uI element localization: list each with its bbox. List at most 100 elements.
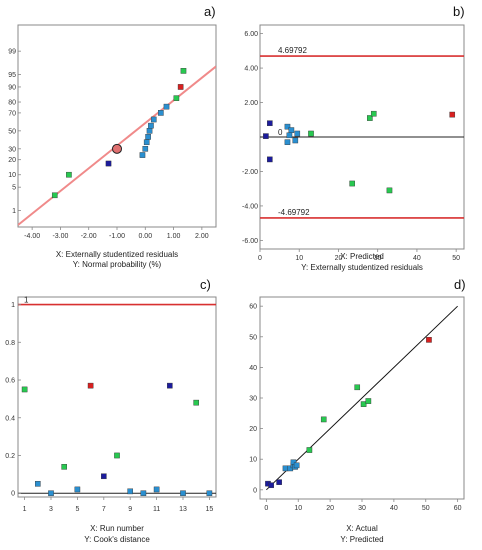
panel-b-point	[263, 133, 269, 139]
panel-a-xtick-label: -1.00	[109, 233, 125, 240]
panel-b-xtick-label: 30	[374, 255, 382, 262]
panel-b-ytick-label: 4.00	[244, 66, 258, 73]
panel-a-point	[66, 171, 72, 178]
panel-d-point	[282, 465, 289, 472]
panel-d-xtick-label: 20	[326, 505, 334, 512]
panel-c-point	[87, 382, 94, 389]
panel-b-ytick-label: -4.00	[242, 203, 258, 210]
panel-c-xtick-label: 11	[153, 506, 160, 513]
panel-a-point	[148, 122, 154, 129]
panel-b-xtick-label: 20	[335, 255, 343, 262]
panel-d-point	[293, 462, 300, 469]
panel-b-ylabel: Y: Externally studentized residuals	[301, 263, 423, 272]
panel-d-ylabel: Y: Predicted	[340, 535, 383, 544]
panel-b-zero-label: 0	[278, 128, 283, 137]
panel-c-ytick-label: 0.6	[5, 378, 15, 385]
panel-a-xtick-label: -4.00	[24, 233, 40, 240]
panel-b-point	[286, 132, 293, 139]
panel-c-point	[61, 464, 67, 470]
panel-b-point	[267, 156, 273, 163]
panel-d-xlabel: X: Actual	[346, 524, 378, 533]
panel-d-label: d)	[454, 277, 466, 292]
panel-b-xlabel: X: Predicted	[340, 252, 384, 261]
panel-b-xtick-label: 0	[258, 255, 262, 262]
panel-a-point	[105, 160, 112, 167]
panel-c-frame	[17, 296, 217, 498]
panel-c-xtick-label: 7	[102, 506, 106, 513]
panel-d-predicted-vs-actual: d) X: Actual Y: Predicted 0 10 20 30 40 50 60 0…	[249, 277, 465, 544]
panel-c-point	[127, 488, 133, 495]
panel-b-point	[386, 187, 393, 194]
panel-c-point	[114, 452, 120, 459]
panel-d-ytick-label: 50	[249, 334, 257, 341]
panel-a-xtick-label: 2.00	[195, 233, 209, 240]
panel-c-ytick-label: 0.4	[5, 415, 15, 422]
panel-c-xtick-label: 9	[128, 506, 132, 513]
panel-b-xtick-label: 10	[295, 255, 303, 262]
panel-a-ytick-label: 90	[8, 84, 16, 91]
panel-d-ytick-label: 10	[249, 457, 257, 464]
panel-a-ytick-label: 20	[8, 157, 16, 164]
panel-c-point	[140, 490, 147, 497]
panel-b-point	[288, 127, 295, 133]
panel-a-xtick-label: 1.00	[167, 233, 181, 240]
panel-c-point	[180, 490, 186, 497]
panel-a-xlabel: X: Externally studentized residuals	[56, 250, 178, 259]
panel-a-ytick-label: 10	[8, 172, 16, 179]
panel-c-xtick-label: 3	[49, 506, 53, 513]
panel-d-point	[360, 401, 367, 407]
panel-d-ytick-label: 30	[249, 396, 257, 403]
panel-d-identity-line	[266, 305, 458, 491]
panel-b-point	[284, 123, 291, 130]
panel-a-ytick-label: 99	[8, 49, 16, 56]
panel-a-point	[177, 84, 184, 90]
panel-a-ytick-label: 1	[12, 208, 16, 215]
panel-a-ytick-label: 70	[8, 110, 16, 117]
panel-b-point	[294, 130, 301, 137]
panel-d-xtick-label: 50	[422, 505, 430, 512]
panel-c-ytick-label: 0.2	[5, 453, 15, 460]
panel-d-xtick-label: 30	[358, 505, 366, 512]
panel-c-point	[48, 490, 54, 497]
panel-b-point	[284, 139, 291, 145]
panel-b-limit-label: 4.69792	[278, 46, 307, 55]
panel-a-point	[146, 128, 153, 134]
panel-c-limit-label: 1	[24, 296, 29, 305]
panel-c-point	[100, 473, 107, 480]
panel-c-point	[74, 486, 81, 493]
panel-d-xtick-label: 60	[454, 505, 462, 512]
panel-b-point	[267, 120, 273, 127]
panel-a-point	[143, 139, 150, 146]
panel-c-point	[193, 399, 200, 406]
panel-a-highlighted-point	[112, 143, 122, 154]
panel-b-limit-label: -4.69792	[278, 208, 310, 217]
panel-c-ytick-label: 1	[11, 302, 15, 309]
panel-d-ytick-label: 60	[249, 304, 257, 311]
panel-b-point	[449, 111, 456, 118]
panel-c-xtick-label: 5	[75, 506, 79, 513]
panel-c-ytick-label: 0	[11, 491, 15, 498]
panel-a-point	[158, 110, 164, 116]
panel-c-xlabel: X: Run number	[90, 524, 144, 533]
panel-c-point	[21, 386, 28, 393]
panel-c-point	[206, 490, 213, 497]
panel-d-point	[320, 416, 327, 423]
panel-b-point	[367, 115, 373, 121]
panel-b-label: b)	[453, 4, 465, 19]
panel-c-point	[153, 486, 160, 493]
panel-b-ytick-label: -2.00	[242, 169, 258, 176]
panel-d-xtick-label: 0	[264, 505, 268, 512]
panel-c-ylabel: Y: Cook's distance	[84, 535, 150, 544]
panel-b-xtick-label: 50	[452, 255, 460, 262]
panel-a-point	[142, 146, 149, 152]
panel-d-point	[354, 384, 361, 391]
panel-c-point	[35, 480, 41, 487]
panel-a-point	[180, 68, 187, 74]
panel-b-point	[308, 130, 314, 137]
panel-a-ytick-label: 50	[8, 128, 16, 135]
panel-d-ytick-label: 20	[249, 426, 257, 433]
panel-d-point	[306, 447, 313, 453]
panel-a-point	[139, 152, 146, 158]
panel-d-point	[268, 482, 274, 489]
panel-b-point	[349, 180, 355, 187]
